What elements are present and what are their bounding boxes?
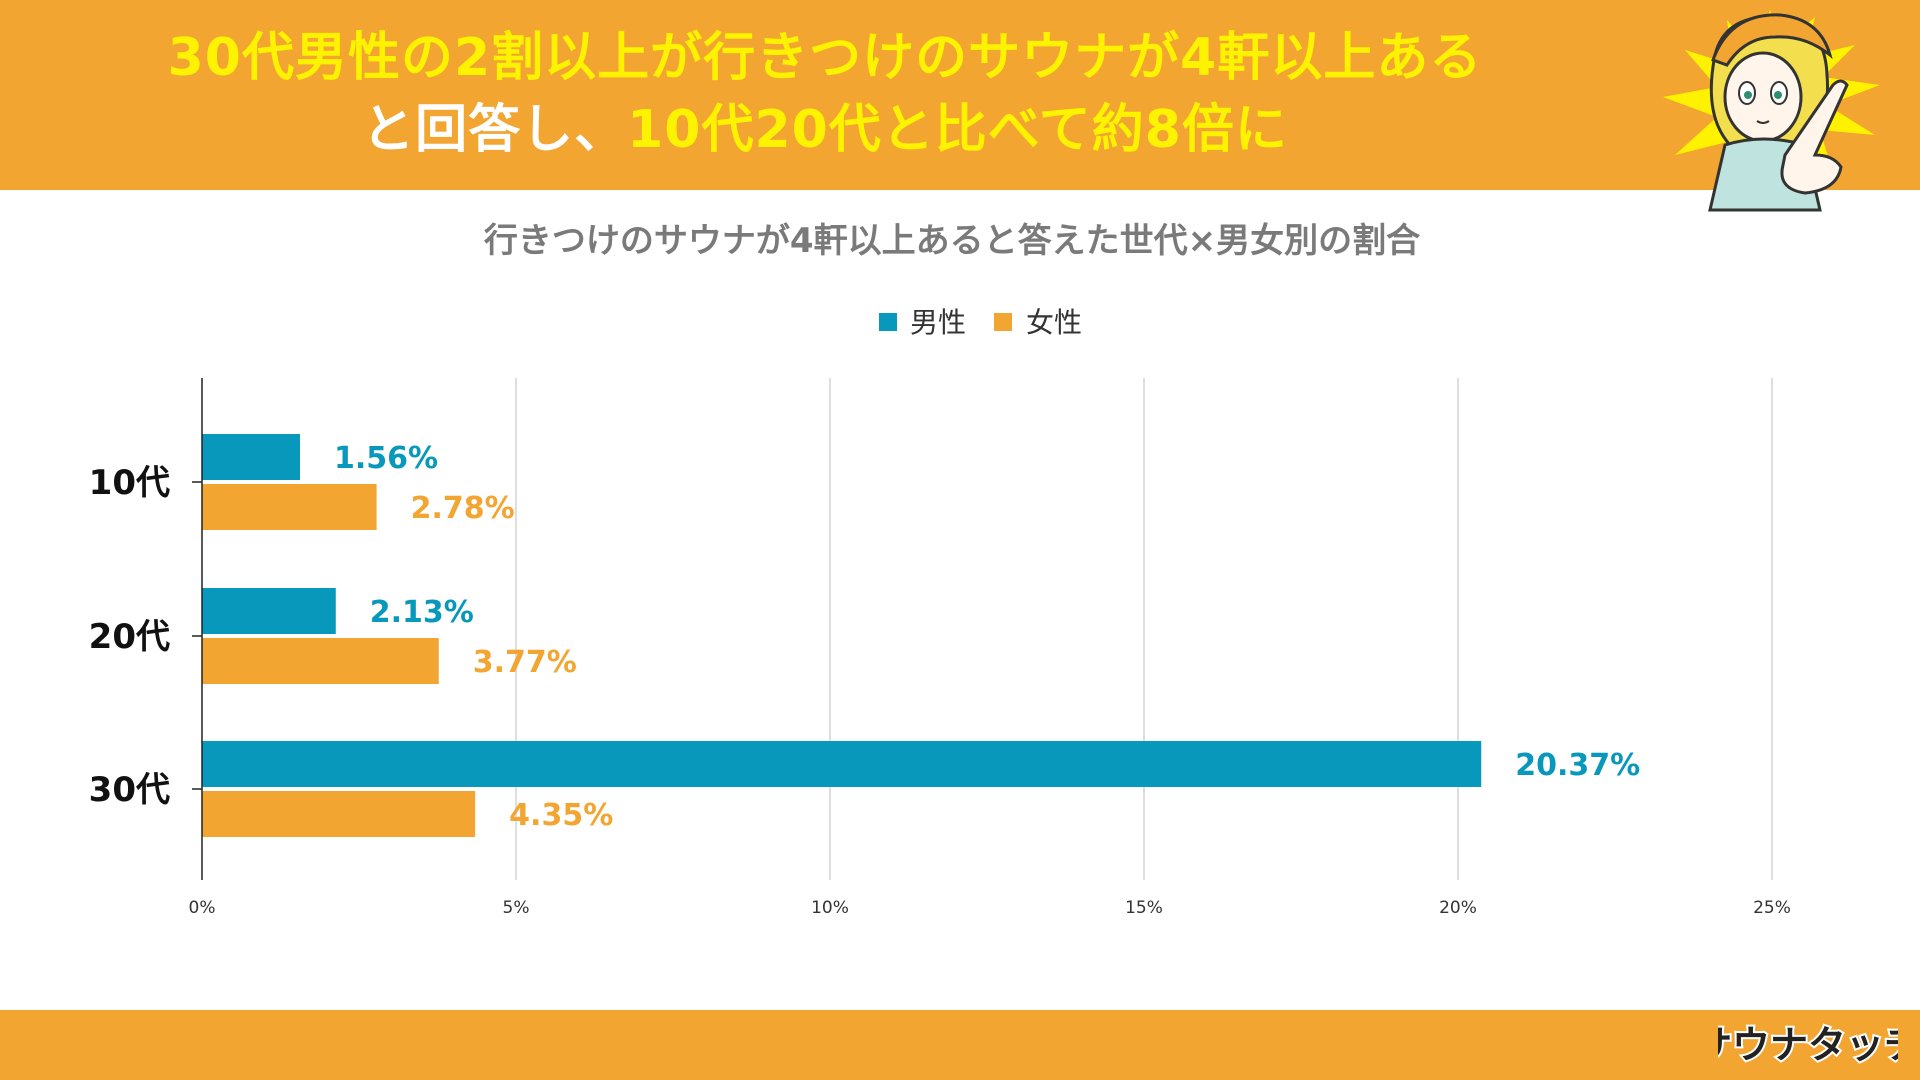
x-tick-label: 15% [1125,898,1163,918]
mascot-face [1723,51,1803,143]
mascot-pupil-left [1744,91,1752,99]
bar-female-10代 [202,484,377,530]
mascot-hood [1711,13,1833,67]
x-tick-label: 10% [811,898,849,918]
brand-logo: サウナタッチ [1718,1021,1898,1069]
legend-swatch-female [994,313,1012,331]
category-labels: 10代 20代 30代 [89,463,202,810]
bar-female-30代 [202,791,476,837]
x-tick-label: 25% [1753,898,1791,918]
chart: 行きつけのサウナが4軒以上あると答えた世代×男女別の割合 男性 女性 0% 5% 1… [89,221,1791,918]
category-label: 10代 [89,463,170,503]
category-label: 30代 [89,770,170,810]
chart-title: 行きつけのサウナが4軒以上あると答えた世代×男女別の割合 [484,221,1420,261]
data-label: 2.78% [411,491,515,526]
data-label: 3.77% [473,645,577,680]
legend-label-female: 女性 [1026,306,1082,339]
mascot-pupil-right [1774,91,1782,99]
data-label: 20.37% [1515,748,1640,783]
headline-line-2: と回答し、10代20代と比べて約8倍に [100,94,1550,166]
legend-label-male: 男性 [910,306,966,339]
x-axis-ticks: 0% 5% 10% 15% 20% 25% [189,898,1791,918]
mascot-hand-pointing [1780,79,1849,195]
headline-line-2-yellow: 10代20代と比べて約8倍に [627,100,1288,160]
x-tick-label: 20% [1439,898,1477,918]
header-banner: 30代男性の2割以上が行きつけのサウナが4軒以上ある と回答し、10代20代と比… [0,0,1920,190]
bar-male-20代 [202,588,336,634]
mascot-mouth [1756,120,1770,124]
legend-swatch-male [879,313,897,331]
bar-male-10代 [202,434,300,480]
x-tick-label: 0% [189,898,216,918]
data-label: 2.13% [370,595,474,630]
legend: 男性 女性 [879,306,1082,339]
x-tick-label: 5% [503,898,530,918]
headline-line-1: 30代男性の2割以上が行きつけのサウナが4軒以上ある [167,28,1483,88]
bars: 1.56% 2.78% 2.13% 3.77% 20.37% 4.35% [202,434,1640,837]
mascot-girl-pointing-icon [1663,10,1880,212]
gridlines [515,378,1773,880]
category-label: 20代 [89,617,170,657]
data-label: 1.56% [334,441,438,476]
brand-logo-text: サウナタッチ [1718,1023,1898,1067]
headline: 30代男性の2割以上が行きつけのサウナが4軒以上ある と回答し、10代20代と比… [100,22,1550,166]
bar-male-30代 [202,741,1482,787]
bar-female-20代 [202,638,439,684]
headline-line-2-white: と回答し、 [362,100,628,160]
data-label: 4.35% [509,798,613,833]
footer-banner [0,1010,1920,1080]
